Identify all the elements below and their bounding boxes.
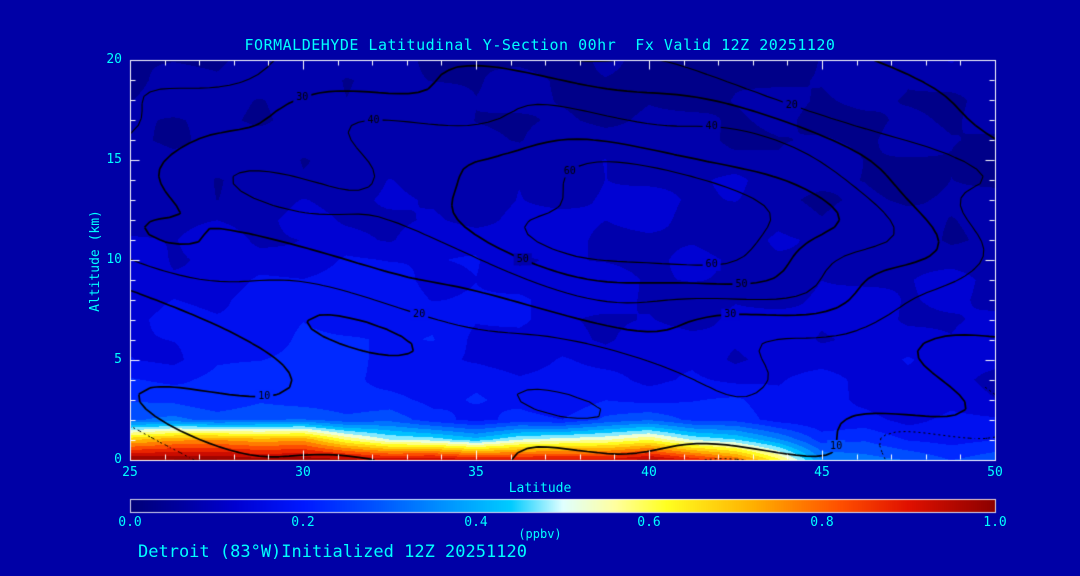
x-tick-label: 40 <box>641 465 657 480</box>
x-tick-label: 35 <box>468 465 484 480</box>
colorbar-unit-label: (ppbv) <box>518 527 562 541</box>
y-tick-label: 10 <box>106 252 122 267</box>
y-tick-label: 0 <box>114 452 122 467</box>
x-tick-label: 45 <box>814 465 830 480</box>
colorbar-tick-label: 0.6 <box>637 515 661 530</box>
y-tick-label: 5 <box>114 352 122 367</box>
colorbar-tick-label: 0.4 <box>464 515 488 530</box>
x-tick-label: 30 <box>295 465 311 480</box>
colorbar-tick-label: 1.0 <box>983 515 1007 530</box>
colorbar-tick-label: 0.8 <box>810 515 834 530</box>
y-tick-label: 20 <box>106 52 122 67</box>
x-axis-label: Latitude <box>508 481 572 496</box>
x-tick-label: 50 <box>987 465 1003 480</box>
x-tick-label: 25 <box>122 465 138 480</box>
y-tick-label: 15 <box>106 152 122 167</box>
annotation-init-text: Detroit (83°W)Initialized 12Z 20251120 <box>138 542 527 562</box>
plot-title: FORMALDEHYDE Latitudinal Y-Section 00hr … <box>244 36 836 54</box>
colorbar-tick-label: 0.0 <box>118 515 142 530</box>
colorbar-tick-label: 0.2 <box>291 515 315 530</box>
